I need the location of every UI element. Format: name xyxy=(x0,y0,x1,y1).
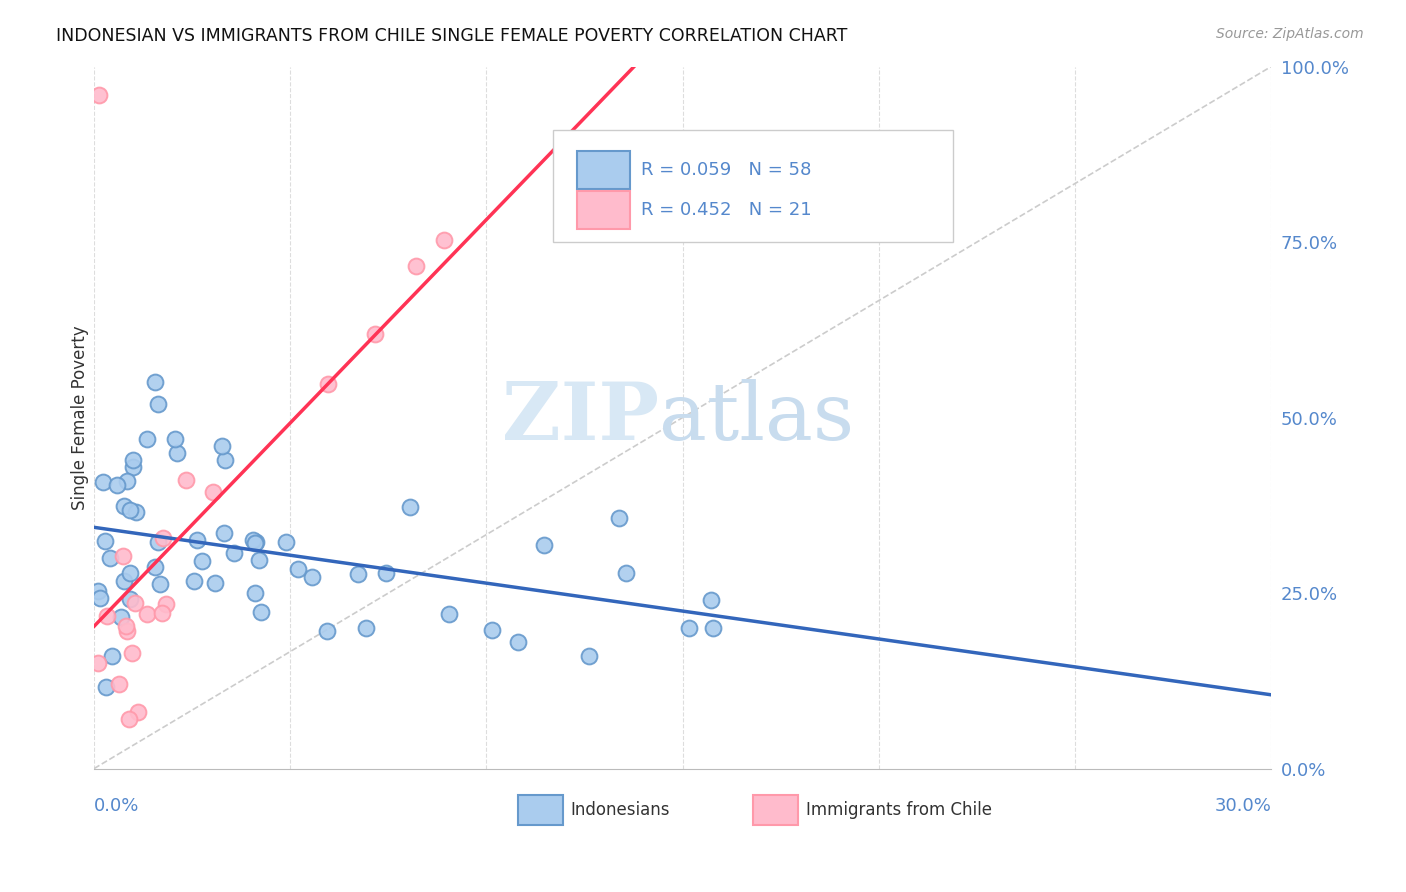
Point xyxy=(346,567,368,582)
Point xyxy=(163,432,186,446)
Point xyxy=(155,597,177,611)
Point xyxy=(212,525,235,540)
Point xyxy=(214,452,236,467)
Point xyxy=(100,550,122,565)
Point xyxy=(245,586,267,600)
Point xyxy=(118,592,141,607)
Point xyxy=(120,503,142,517)
Point xyxy=(143,560,166,574)
Point xyxy=(91,475,114,490)
Point xyxy=(578,649,600,664)
Point xyxy=(87,584,110,599)
Point xyxy=(186,533,208,548)
Point xyxy=(287,562,309,576)
Point xyxy=(150,606,173,620)
Point xyxy=(112,574,135,588)
Point xyxy=(121,646,143,660)
Point xyxy=(125,505,148,519)
Point xyxy=(118,712,141,726)
Point xyxy=(301,570,323,584)
Point xyxy=(136,432,159,446)
Point xyxy=(700,593,723,607)
Point xyxy=(374,566,396,580)
Text: 30.0%: 30.0% xyxy=(1215,797,1271,814)
Point xyxy=(242,533,264,548)
Point xyxy=(152,531,174,545)
Point xyxy=(127,706,149,720)
Point xyxy=(533,538,555,552)
Point xyxy=(274,534,297,549)
Point xyxy=(678,621,700,635)
Point xyxy=(93,534,115,549)
FancyBboxPatch shape xyxy=(553,129,953,242)
Point xyxy=(211,439,233,453)
Point xyxy=(481,623,503,637)
Point xyxy=(149,577,172,591)
Point xyxy=(146,534,169,549)
Point xyxy=(111,549,134,563)
Point xyxy=(115,624,138,638)
Text: Source: ZipAtlas.com: Source: ZipAtlas.com xyxy=(1216,27,1364,41)
Point xyxy=(112,499,135,513)
Point xyxy=(94,680,117,694)
Point xyxy=(105,478,128,492)
Text: Immigrants from Chile: Immigrants from Chile xyxy=(806,801,993,819)
Point xyxy=(433,233,456,247)
Y-axis label: Single Female Poverty: Single Female Poverty xyxy=(72,326,89,510)
FancyBboxPatch shape xyxy=(576,191,630,229)
Point xyxy=(614,566,637,580)
Text: R = 0.452   N = 21: R = 0.452 N = 21 xyxy=(641,202,813,219)
Point xyxy=(318,377,340,392)
Point xyxy=(405,259,427,273)
Text: ZIP: ZIP xyxy=(502,378,659,457)
Point xyxy=(166,445,188,459)
FancyBboxPatch shape xyxy=(517,795,562,825)
Point xyxy=(115,619,138,633)
Point xyxy=(148,396,170,410)
Point xyxy=(364,326,387,341)
Point xyxy=(243,536,266,550)
FancyBboxPatch shape xyxy=(576,151,630,189)
Text: INDONESIAN VS IMMIGRANTS FROM CHILE SINGLE FEMALE POVERTY CORRELATION CHART: INDONESIAN VS IMMIGRANTS FROM CHILE SING… xyxy=(56,27,848,45)
Point xyxy=(437,607,460,621)
Point xyxy=(124,596,146,610)
Point xyxy=(89,87,111,102)
Point xyxy=(702,621,724,635)
Point xyxy=(506,635,529,649)
Point xyxy=(96,608,118,623)
Point xyxy=(118,566,141,581)
Text: 0.0%: 0.0% xyxy=(94,797,139,814)
Point xyxy=(136,607,159,622)
Point xyxy=(107,677,129,691)
Point xyxy=(202,485,225,500)
Point xyxy=(315,624,337,638)
Point xyxy=(110,609,132,624)
Point xyxy=(607,510,630,524)
FancyBboxPatch shape xyxy=(754,795,799,825)
Point xyxy=(222,546,245,560)
Point xyxy=(89,591,111,605)
Point xyxy=(247,552,270,566)
Point xyxy=(250,605,273,619)
Point xyxy=(143,376,166,390)
Point xyxy=(121,452,143,467)
Point xyxy=(115,474,138,488)
Text: atlas: atlas xyxy=(659,378,855,457)
Point xyxy=(204,576,226,591)
Point xyxy=(245,535,267,549)
Point xyxy=(101,648,124,663)
Point xyxy=(190,554,212,568)
Point xyxy=(354,621,377,635)
Point xyxy=(183,574,205,589)
Point xyxy=(176,473,198,487)
Text: R = 0.059   N = 58: R = 0.059 N = 58 xyxy=(641,161,811,178)
Point xyxy=(87,657,110,671)
Point xyxy=(122,459,145,474)
Text: Indonesians: Indonesians xyxy=(571,801,671,819)
Point xyxy=(398,500,420,515)
